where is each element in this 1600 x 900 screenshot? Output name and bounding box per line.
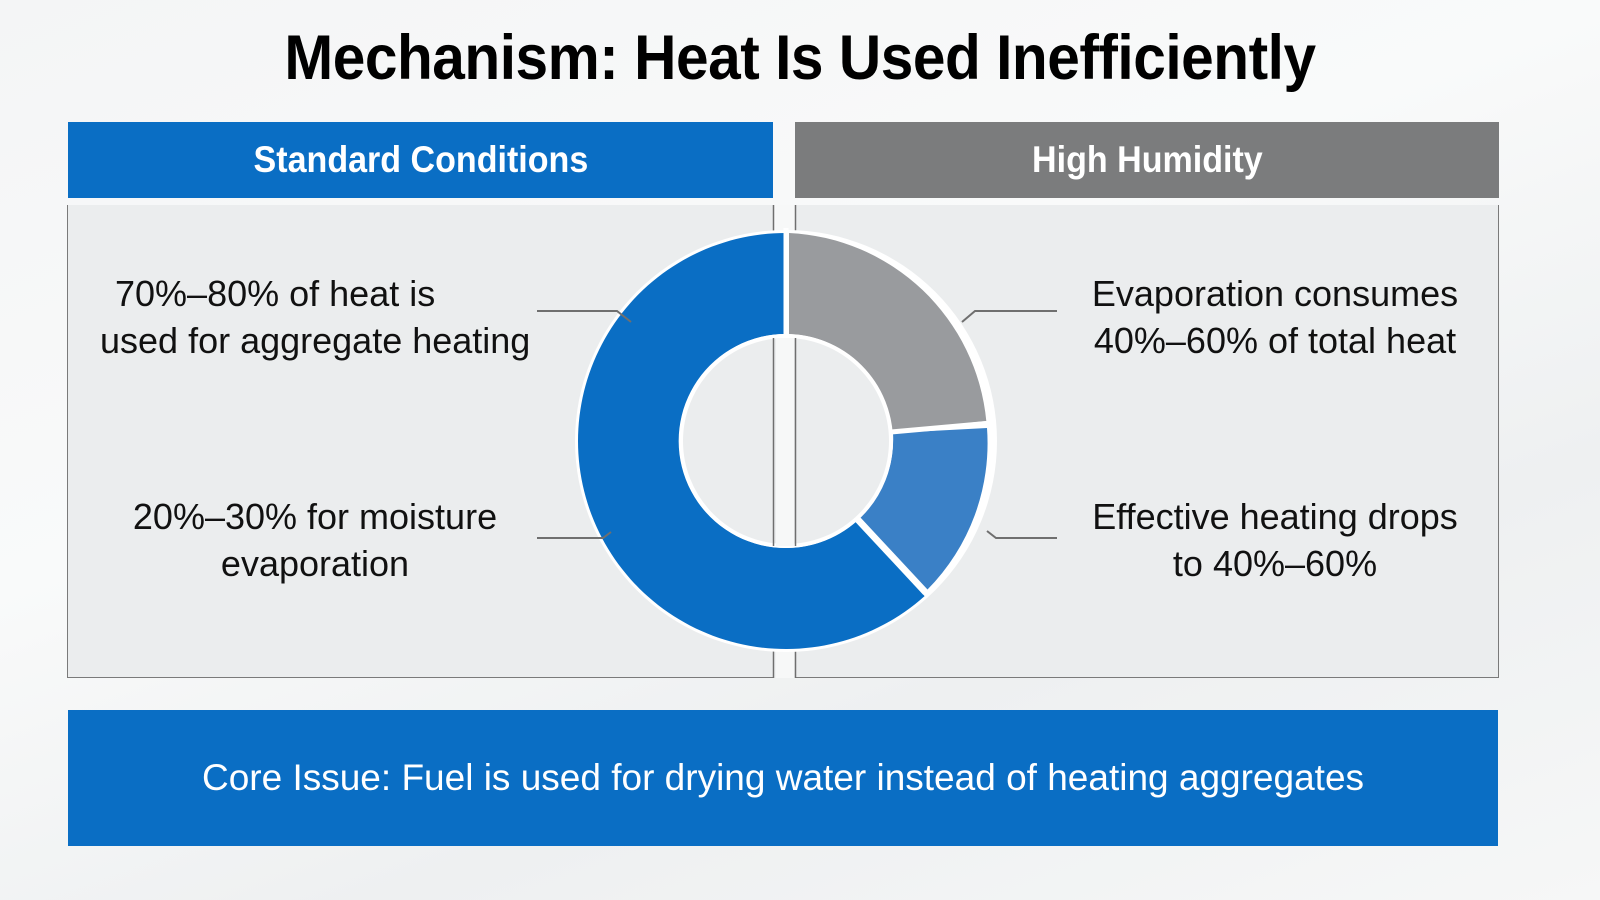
effective-heating-label-line1: Effective heating drops	[1092, 496, 1458, 537]
high-humidity-header: High Humidity	[795, 122, 1499, 198]
moisture-evaporation-label: 20%–30% for moisture evaporation	[105, 493, 525, 587]
core-issue-banner: Core Issue: Fuel is used for drying wate…	[68, 710, 1498, 846]
evaporation-segment	[789, 233, 987, 431]
segment-separator	[855, 518, 927, 595]
core-issue-text: Core Issue: Fuel is used for drying wate…	[201, 757, 1365, 798]
moisture-evaporation-label-line2: evaporation	[220, 543, 410, 584]
leader-line-effective	[986, 530, 1057, 539]
leader-line-aggregate	[537, 310, 632, 323]
segment-separator	[890, 420, 993, 435]
leader-line-moisture	[537, 531, 612, 539]
effective-heating-label-line2: to 40%–60%	[1172, 543, 1378, 584]
effective-heating-segment	[860, 428, 988, 590]
aggregate-heating-label-line1: 70%–80% of heat is	[115, 273, 436, 314]
page-title: Mechanism: Heat Is Used Inefficiently	[284, 23, 1316, 93]
high-humidity-header-label: High Humidity	[1031, 139, 1263, 180]
aggregate-heating-label: 70%–80% of heat is used for aggregate he…	[100, 270, 575, 364]
hole-gap	[776, 338, 794, 546]
standard-conditions-header: Standard Conditions	[68, 122, 773, 198]
leader-line-evaporation	[961, 310, 1057, 323]
standard-conditions-header-label: Standard Conditions	[253, 139, 588, 180]
aggregate-heating-label-line2: used for aggregate heating	[100, 320, 531, 361]
evaporation-label: Evaporation consumes 40%–60% of total he…	[1065, 270, 1485, 364]
effective-heating-label: Effective heating drops to 40%–60%	[1065, 493, 1485, 587]
moisture-evaporation-label-line1: 20%–30% for moisture	[132, 496, 498, 537]
evaporation-label-line1: Evaporation consumes	[1091, 273, 1459, 314]
aggregate-heating-segment	[578, 233, 925, 649]
evaporation-label-line2: 40%–60% of total heat	[1093, 320, 1457, 361]
